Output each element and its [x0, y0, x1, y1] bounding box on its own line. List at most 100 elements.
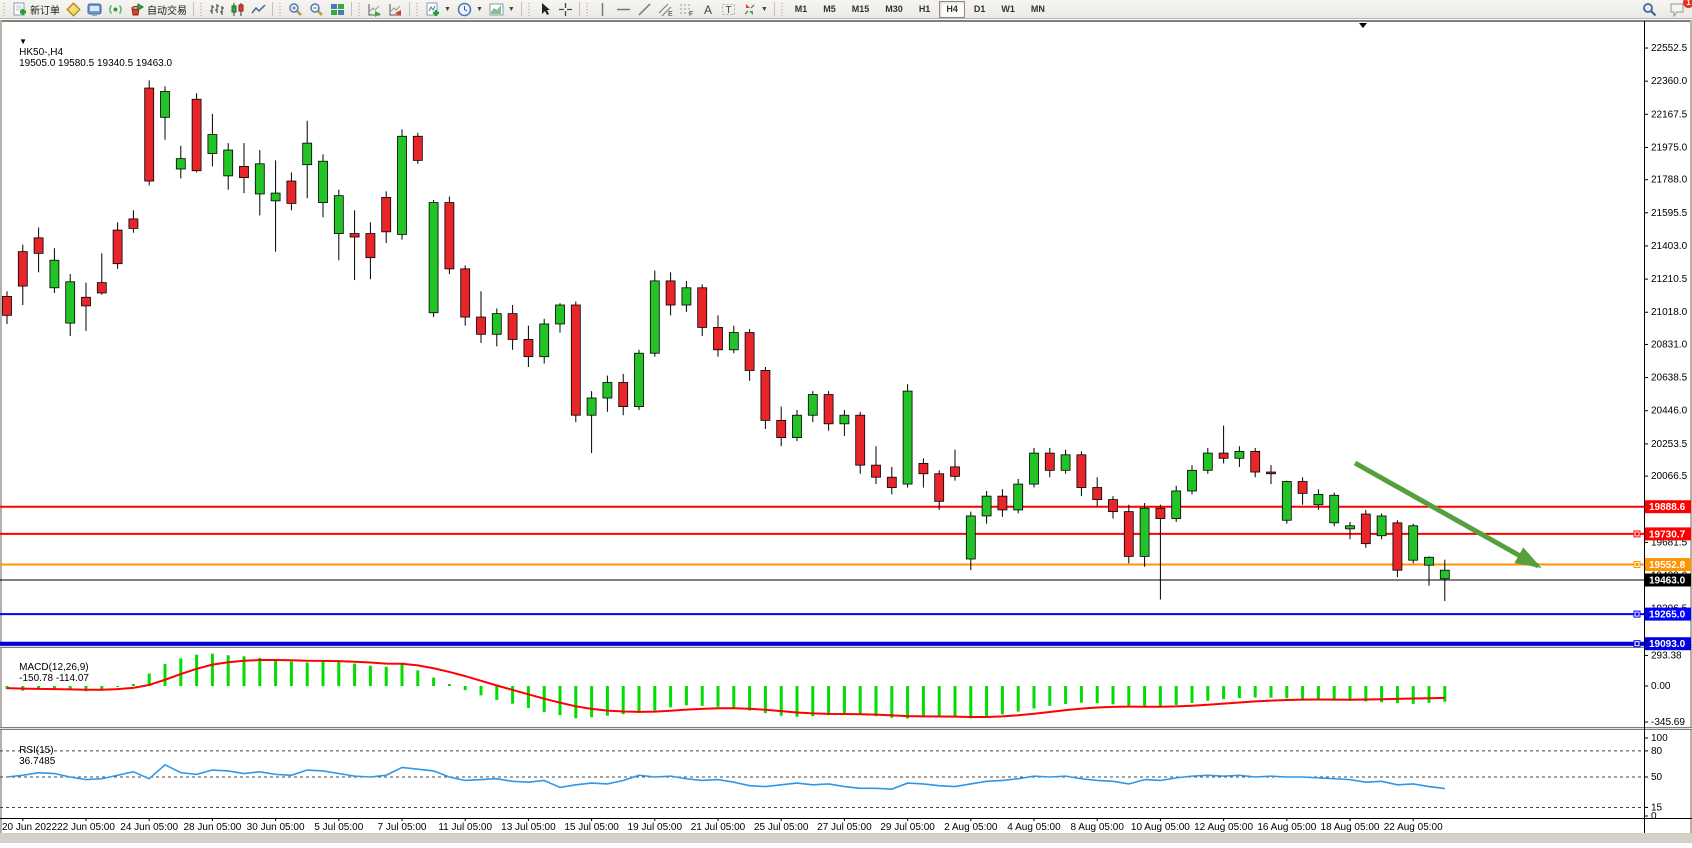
chart-candles-button[interactable] — [227, 1, 248, 18]
price-tick-label: 21788.0 — [1651, 175, 1688, 186]
zoom-in-button[interactable] — [285, 1, 306, 18]
text-button[interactable]: A — [697, 1, 718, 18]
candle-body — [160, 91, 170, 118]
toolbar-grip[interactable] — [357, 2, 362, 16]
candle-body — [792, 414, 802, 438]
candle-body — [681, 287, 692, 306]
toolbar-grip[interactable] — [526, 2, 532, 16]
time-axis-label: 19 Jul 05:00 — [628, 822, 683, 833]
timeframe-m5-button[interactable]: M5 — [823, 3, 836, 14]
vline-button[interactable] — [592, 1, 613, 18]
candle-body — [1392, 522, 1403, 571]
crosshair-button[interactable] — [555, 1, 576, 18]
toolbar-separator — [193, 2, 194, 16]
auto-scroll-button[interactable] — [364, 1, 385, 18]
candle-body — [1139, 507, 1150, 557]
candle-body — [1092, 487, 1103, 500]
channel-button[interactable]: E — [655, 1, 676, 18]
toolbar-grip[interactable] — [199, 2, 204, 16]
price-pill-19888.6 — [1645, 500, 1691, 514]
one-click-trading-arrow[interactable]: ▼ — [19, 37, 28, 46]
dropdown-caret-icon[interactable]: ▼ — [760, 5, 768, 13]
candle-body — [1123, 511, 1134, 557]
dropdown-caret-icon[interactable]: ▼ — [507, 5, 515, 13]
mql5-button[interactable] — [63, 1, 84, 18]
toolbar-grip[interactable] — [415, 2, 420, 16]
pane-separator-band[interactable] — [0, 646, 1692, 647]
timeframe-h1-button[interactable]: H1 — [918, 3, 931, 14]
pane-separator-band[interactable] — [0, 728, 1692, 729]
toolbar-separator — [409, 2, 410, 16]
zoom-out-button[interactable] — [306, 1, 327, 18]
price-tick-label: 21403.0 — [1651, 241, 1688, 252]
trendline-button[interactable] — [634, 1, 655, 18]
candle-body — [128, 218, 139, 229]
candle-body — [207, 134, 218, 154]
candle-body — [1329, 494, 1340, 524]
candle-body — [555, 304, 565, 325]
new-order-button[interactable]: 新订单 — [9, 1, 63, 18]
label-button[interactable]: T — [718, 1, 739, 18]
price-tick-label: 21595.5 — [1651, 208, 1688, 219]
candle-body — [175, 158, 186, 170]
macd-signal-line[interactable] — [6, 658, 1445, 719]
time-axis-label: 22 Jun 05:00 — [57, 822, 115, 833]
rsi-line[interactable] — [6, 763, 1445, 790]
trend-arrow-head[interactable] — [1514, 547, 1542, 568]
timeframe-w1-button[interactable]: W1 — [1001, 3, 1015, 14]
candle-body — [918, 463, 929, 475]
hline-button[interactable] — [613, 1, 634, 18]
chart-shift-button[interactable] — [385, 1, 406, 18]
candle-body — [1044, 452, 1055, 471]
candle-body — [807, 394, 818, 416]
price-pill-label: 19463.0 — [1649, 576, 1686, 587]
price-pill-19463.0 — [1645, 573, 1691, 587]
toolbar-grip[interactable] — [278, 2, 283, 16]
timeframe-m1-button[interactable]: M1 — [794, 3, 808, 14]
timeframe-mn-button[interactable]: MN — [1030, 3, 1045, 14]
macd-scale-label: 0.00 — [1651, 681, 1671, 692]
timeframe-m30-button[interactable]: M30 — [885, 3, 903, 14]
signals-button[interactable] — [105, 1, 126, 18]
timeframe-m15-button[interactable]: M15 — [851, 3, 870, 14]
time-axis-label: 7 Jul 05:00 — [378, 822, 427, 833]
line-handle-dot — [1635, 532, 1639, 536]
candle-body — [523, 339, 534, 358]
indicators-button[interactable]: ▼ — [422, 1, 454, 18]
metaeditor-button[interactable] — [84, 1, 105, 18]
candle-body — [1297, 481, 1308, 494]
timeframe-d1-button[interactable]: D1 — [973, 3, 986, 14]
toolbar-separator — [578, 2, 580, 16]
chart-canvas[interactable]: 22552.5 22360.0 22167.5 21975.0 21788.0 21595… — [0, 20, 1692, 843]
chart-shift-marker[interactable] — [1359, 23, 1367, 28]
chart-window: 22552.5 22360.0 22167.5 21975.0 21788.0 21595… — [0, 20, 1692, 843]
chart-bars-button[interactable] — [206, 1, 227, 18]
cursor-button[interactable] — [534, 1, 555, 18]
toolbar-grip[interactable] — [584, 2, 590, 16]
toolbar-grip[interactable] — [779, 2, 785, 16]
tile-windows-button[interactable] — [327, 1, 348, 18]
time-axis-label: 8 Aug 05:00 — [1071, 822, 1125, 833]
timeframe-h4-button[interactable]: H4 — [939, 0, 965, 18]
candle-body — [96, 282, 107, 294]
notifications-button[interactable]: 1 — [1666, 0, 1692, 18]
price-pill-label: 19888.6 — [1649, 502, 1686, 513]
autotrading-button[interactable]: 自动交易 — [126, 1, 190, 18]
search-button[interactable] — [1639, 1, 1660, 18]
fibonacci-button[interactable]: F — [676, 1, 697, 18]
arrows-button[interactable]: ▼ — [739, 1, 771, 18]
line-handle-dot — [1635, 563, 1639, 567]
candle-body — [33, 237, 44, 254]
trend-arrow-line[interactable] — [1353, 460, 1540, 569]
chart-line-button[interactable] — [248, 1, 269, 18]
candle-body — [349, 233, 360, 238]
dropdown-caret-icon[interactable]: ▼ — [475, 5, 483, 13]
candle-body — [1060, 454, 1071, 471]
candle-body — [333, 195, 344, 234]
dropdown-caret-icon[interactable]: ▼ — [444, 5, 451, 13]
time-axis-label: 25 Jul 05:00 — [754, 822, 809, 833]
macd-scale-label: 293.38 — [1651, 650, 1682, 661]
periods-button[interactable]: ▼ — [454, 1, 486, 18]
toolbar-grip[interactable] — [2, 2, 7, 16]
templates-button[interactable]: ▼ — [486, 1, 518, 18]
